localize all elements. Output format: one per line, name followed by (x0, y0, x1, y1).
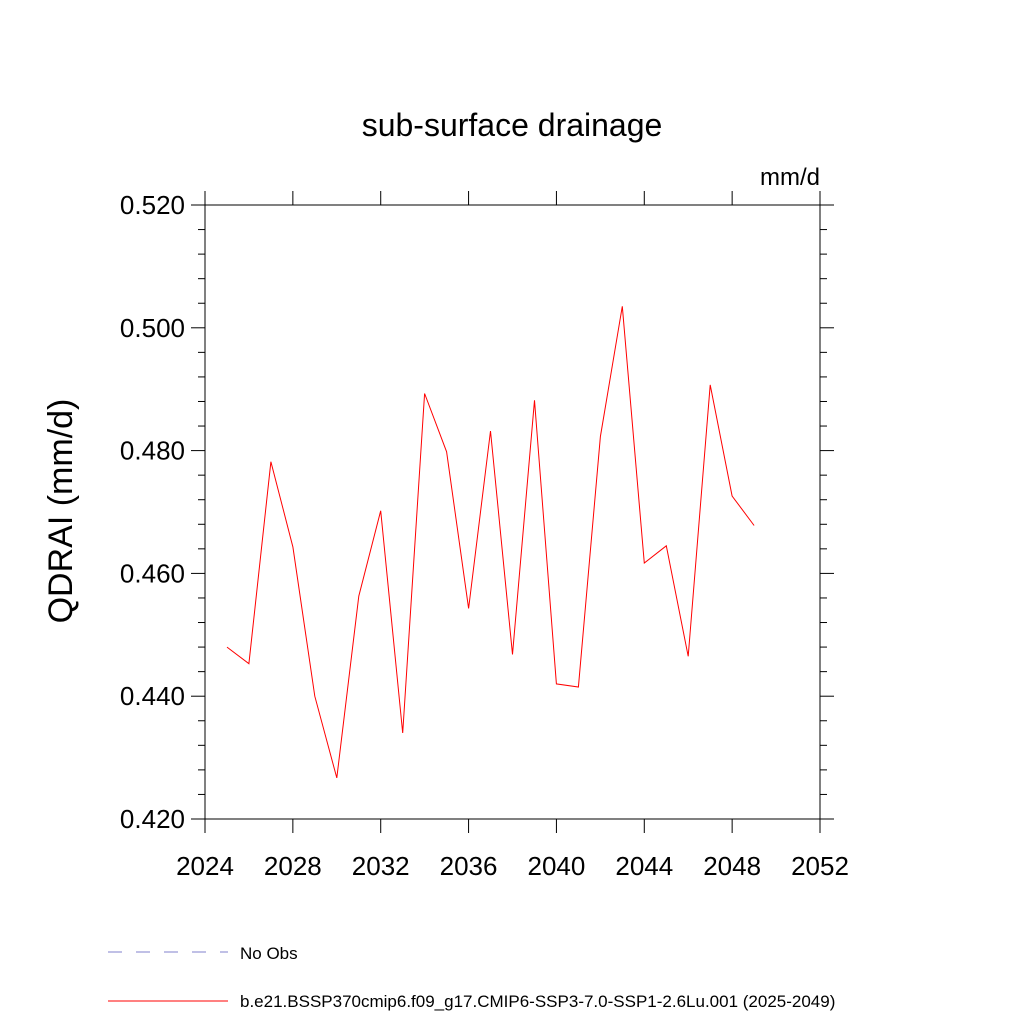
legend: No Obs b.e21.BSSP370cmip6.f09_g17.CMIP6-… (108, 944, 835, 1011)
plot-frame (204, 204, 821, 820)
x-tick-label: 2028 (264, 851, 322, 881)
y-tick-label: 0.480 (120, 436, 185, 466)
chart-title: sub-surface drainage (362, 107, 663, 143)
y-tick-label: 0.520 (120, 190, 185, 220)
x-tick-label: 2044 (615, 851, 673, 881)
legend-series-label: b.e21.BSSP370cmip6.f09_g17.CMIP6-SSP3-7.… (240, 992, 835, 1011)
y-tick-label: 0.420 (120, 804, 185, 834)
series-lines (226, 306, 755, 779)
axis-ticks: 0.420 0.440 0.460 0.480 0.500 0.520 2024 2028 20… (120, 190, 849, 881)
y-tick-label: 0.440 (120, 681, 185, 711)
series-line (226, 306, 755, 779)
units-label: mm/d (760, 164, 820, 191)
x-tick-label: 2052 (791, 851, 849, 881)
y-tick-label: 0.500 (120, 313, 185, 343)
x-tick-label: 2036 (440, 851, 498, 881)
x-tick-label: 2040 (528, 851, 586, 881)
x-tick-label: 2032 (352, 851, 410, 881)
x-tick-label: 2024 (176, 851, 234, 881)
x-tick-label: 2048 (703, 851, 761, 881)
y-axis-label: QDRAI (mm/d) (42, 399, 80, 624)
legend-no-obs-label: No Obs (240, 944, 298, 963)
y-tick-label: 0.460 (120, 558, 185, 588)
